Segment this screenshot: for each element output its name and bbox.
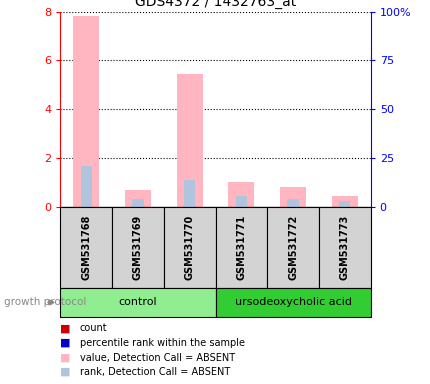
Text: GSM531773: GSM531773 bbox=[339, 215, 349, 280]
Text: count: count bbox=[80, 323, 107, 333]
Text: value, Detection Call = ABSENT: value, Detection Call = ABSENT bbox=[80, 353, 234, 362]
Bar bbox=[125, 190, 150, 207]
Text: growth protocol: growth protocol bbox=[4, 297, 86, 308]
Bar bbox=[73, 17, 99, 207]
Text: GSM531769: GSM531769 bbox=[132, 215, 143, 280]
Text: GSM531772: GSM531772 bbox=[287, 215, 298, 280]
Title: GDS4372 / 1432763_at: GDS4372 / 1432763_at bbox=[135, 0, 295, 9]
Text: ■: ■ bbox=[60, 323, 71, 333]
Bar bbox=[60, 288, 215, 317]
Text: control: control bbox=[118, 297, 157, 308]
Bar bbox=[184, 180, 195, 207]
Bar bbox=[331, 196, 357, 207]
Text: ■: ■ bbox=[60, 338, 71, 348]
Bar bbox=[280, 187, 305, 207]
Bar bbox=[267, 207, 318, 288]
Bar bbox=[235, 196, 246, 207]
Text: ■: ■ bbox=[60, 367, 71, 377]
Bar bbox=[112, 207, 163, 288]
Text: ursodeoxycholic acid: ursodeoxycholic acid bbox=[234, 297, 351, 308]
Bar bbox=[176, 74, 202, 207]
Text: ■: ■ bbox=[60, 353, 71, 362]
Text: GSM531771: GSM531771 bbox=[236, 215, 246, 280]
Bar bbox=[215, 207, 267, 288]
Text: percentile rank within the sample: percentile rank within the sample bbox=[80, 338, 244, 348]
Text: GSM531768: GSM531768 bbox=[81, 215, 91, 280]
Bar bbox=[215, 288, 370, 317]
Bar bbox=[318, 207, 370, 288]
Bar bbox=[132, 199, 143, 207]
Bar bbox=[228, 182, 254, 207]
Bar bbox=[163, 207, 215, 288]
Bar bbox=[80, 166, 92, 207]
Text: GSM531770: GSM531770 bbox=[184, 215, 194, 280]
Bar bbox=[287, 199, 298, 207]
Text: rank, Detection Call = ABSENT: rank, Detection Call = ABSENT bbox=[80, 367, 230, 377]
Bar bbox=[338, 201, 350, 207]
Bar bbox=[60, 207, 112, 288]
